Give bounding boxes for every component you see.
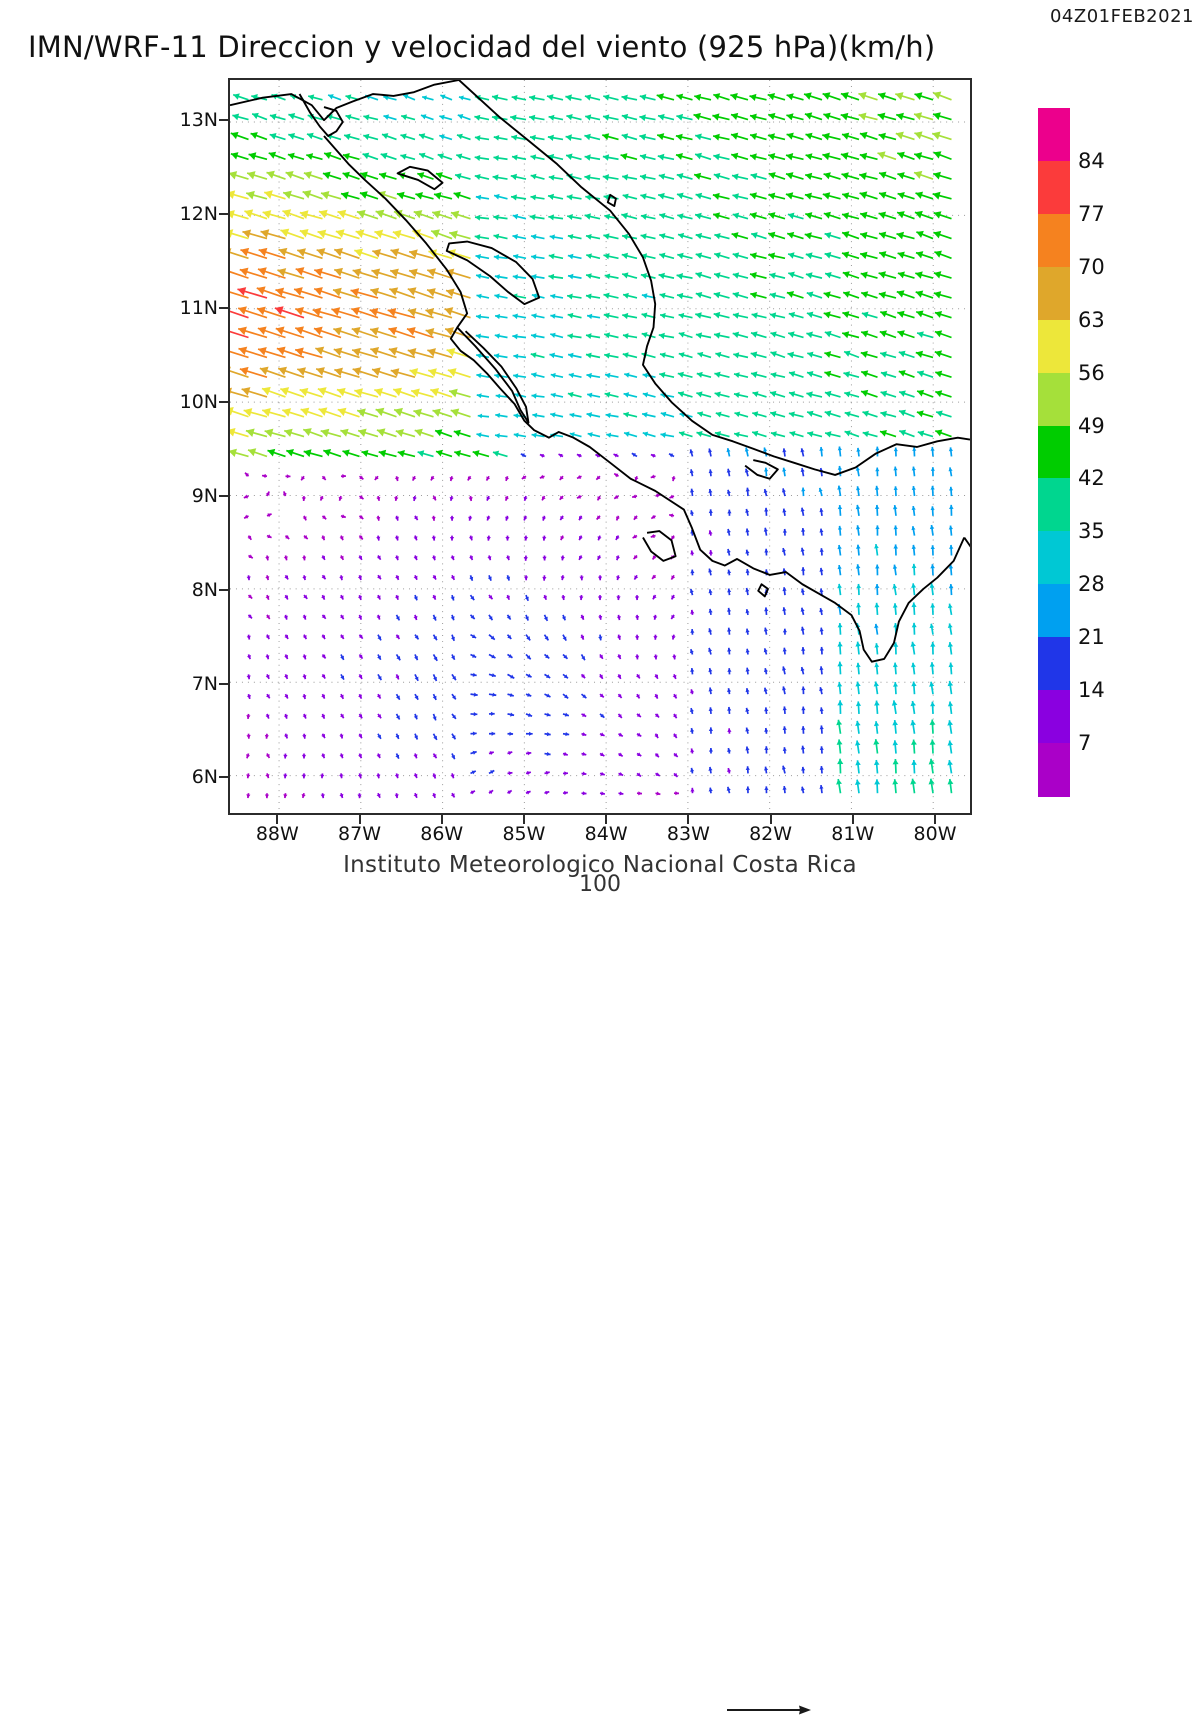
x-axis-tick [770,815,772,824]
x-axis-tick [934,815,936,824]
y-axis-label: 12N [170,203,218,225]
y-axis-tick [219,307,228,309]
colorbar-tick-label: 77 [1078,202,1105,226]
page-title: IMN/WRF-11 Direccion y velocidad del vie… [28,30,935,64]
coastline [608,195,616,206]
y-axis-label: 11N [170,297,218,319]
date-stamp: 04Z01FEB2021 [1050,6,1194,27]
x-axis-label: 85W [502,823,545,845]
y-axis-tick [219,776,228,778]
x-axis-label: 80W [914,823,957,845]
colorbar-tick-label: 7 [1078,731,1091,755]
coastline [230,80,459,120]
y-axis-tick [219,213,228,215]
y-axis-tick [219,119,228,121]
x-axis-tick [276,815,278,824]
arrow-right-icon [727,1704,811,1716]
y-axis-label: 13N [170,109,218,131]
x-axis-label: 84W [585,823,628,845]
coastline [324,136,964,662]
colorbar-band [1038,214,1070,268]
y-axis-tick [219,401,228,403]
coastline-overlay [230,80,970,813]
colorbar-tick-label: 63 [1078,308,1105,332]
x-axis-tick [852,815,854,824]
wind-map-figure: 04Z01FEB2021 IMN/WRF-11 Direccion y velo… [0,0,1200,900]
colorbar-tick-label: 84 [1078,149,1105,173]
colorbar-band [1038,584,1070,638]
y-axis-tick [219,495,228,497]
colorbar-band [1038,531,1070,585]
x-axis-tick [359,815,361,824]
x-axis-tick [605,815,607,824]
x-axis-tick [523,815,525,824]
coastline [758,584,768,596]
x-axis-label: 86W [420,823,463,845]
colorbar-tick-label: 49 [1078,414,1105,438]
coastline [745,460,778,479]
map-plot-area[interactable] [228,78,972,815]
colorbar-tick-label: 14 [1078,678,1105,702]
colorbar-band [1038,637,1070,691]
y-axis-label: 9N [170,485,218,507]
colorbar-tick-label: 56 [1078,361,1105,385]
colorbar-tick-label: 42 [1078,466,1105,490]
colorbar-band [1038,267,1070,321]
colorbar[interactable] [1038,108,1070,796]
colorbar-tick-label: 35 [1078,519,1105,543]
x-axis-label: 88W [256,823,299,845]
x-axis-label: 81W [831,823,874,845]
coastline [300,94,343,136]
coastline [643,531,676,561]
y-axis-tick [219,589,228,591]
x-axis-tick [441,815,443,824]
colorbar-band [1038,743,1070,797]
y-axis-label: 10N [170,391,218,413]
x-axis-tick [687,815,689,824]
colorbar-band [1038,426,1070,480]
coastline [964,538,970,585]
y-axis-label: 7N [170,673,218,695]
colorbar-band [1038,108,1070,162]
coastline [398,167,443,189]
y-axis-label: 6N [170,766,218,788]
colorbar-band [1038,373,1070,427]
reference-vector-label: 100 [0,872,1200,897]
y-axis-tick [219,683,228,685]
colorbar-band [1038,161,1070,215]
x-axis-label: 82W [749,823,792,845]
colorbar-band [1038,320,1070,374]
y-axis-label: 8N [170,579,218,601]
colorbar-band [1038,690,1070,744]
coastline [459,80,970,475]
x-axis-label: 87W [338,823,381,845]
colorbar-band [1038,478,1070,532]
colorbar-tick-label: 28 [1078,572,1105,596]
x-axis-label: 83W [667,823,710,845]
colorbar-tick-label: 21 [1078,625,1105,649]
colorbar-tick-label: 70 [1078,255,1105,279]
